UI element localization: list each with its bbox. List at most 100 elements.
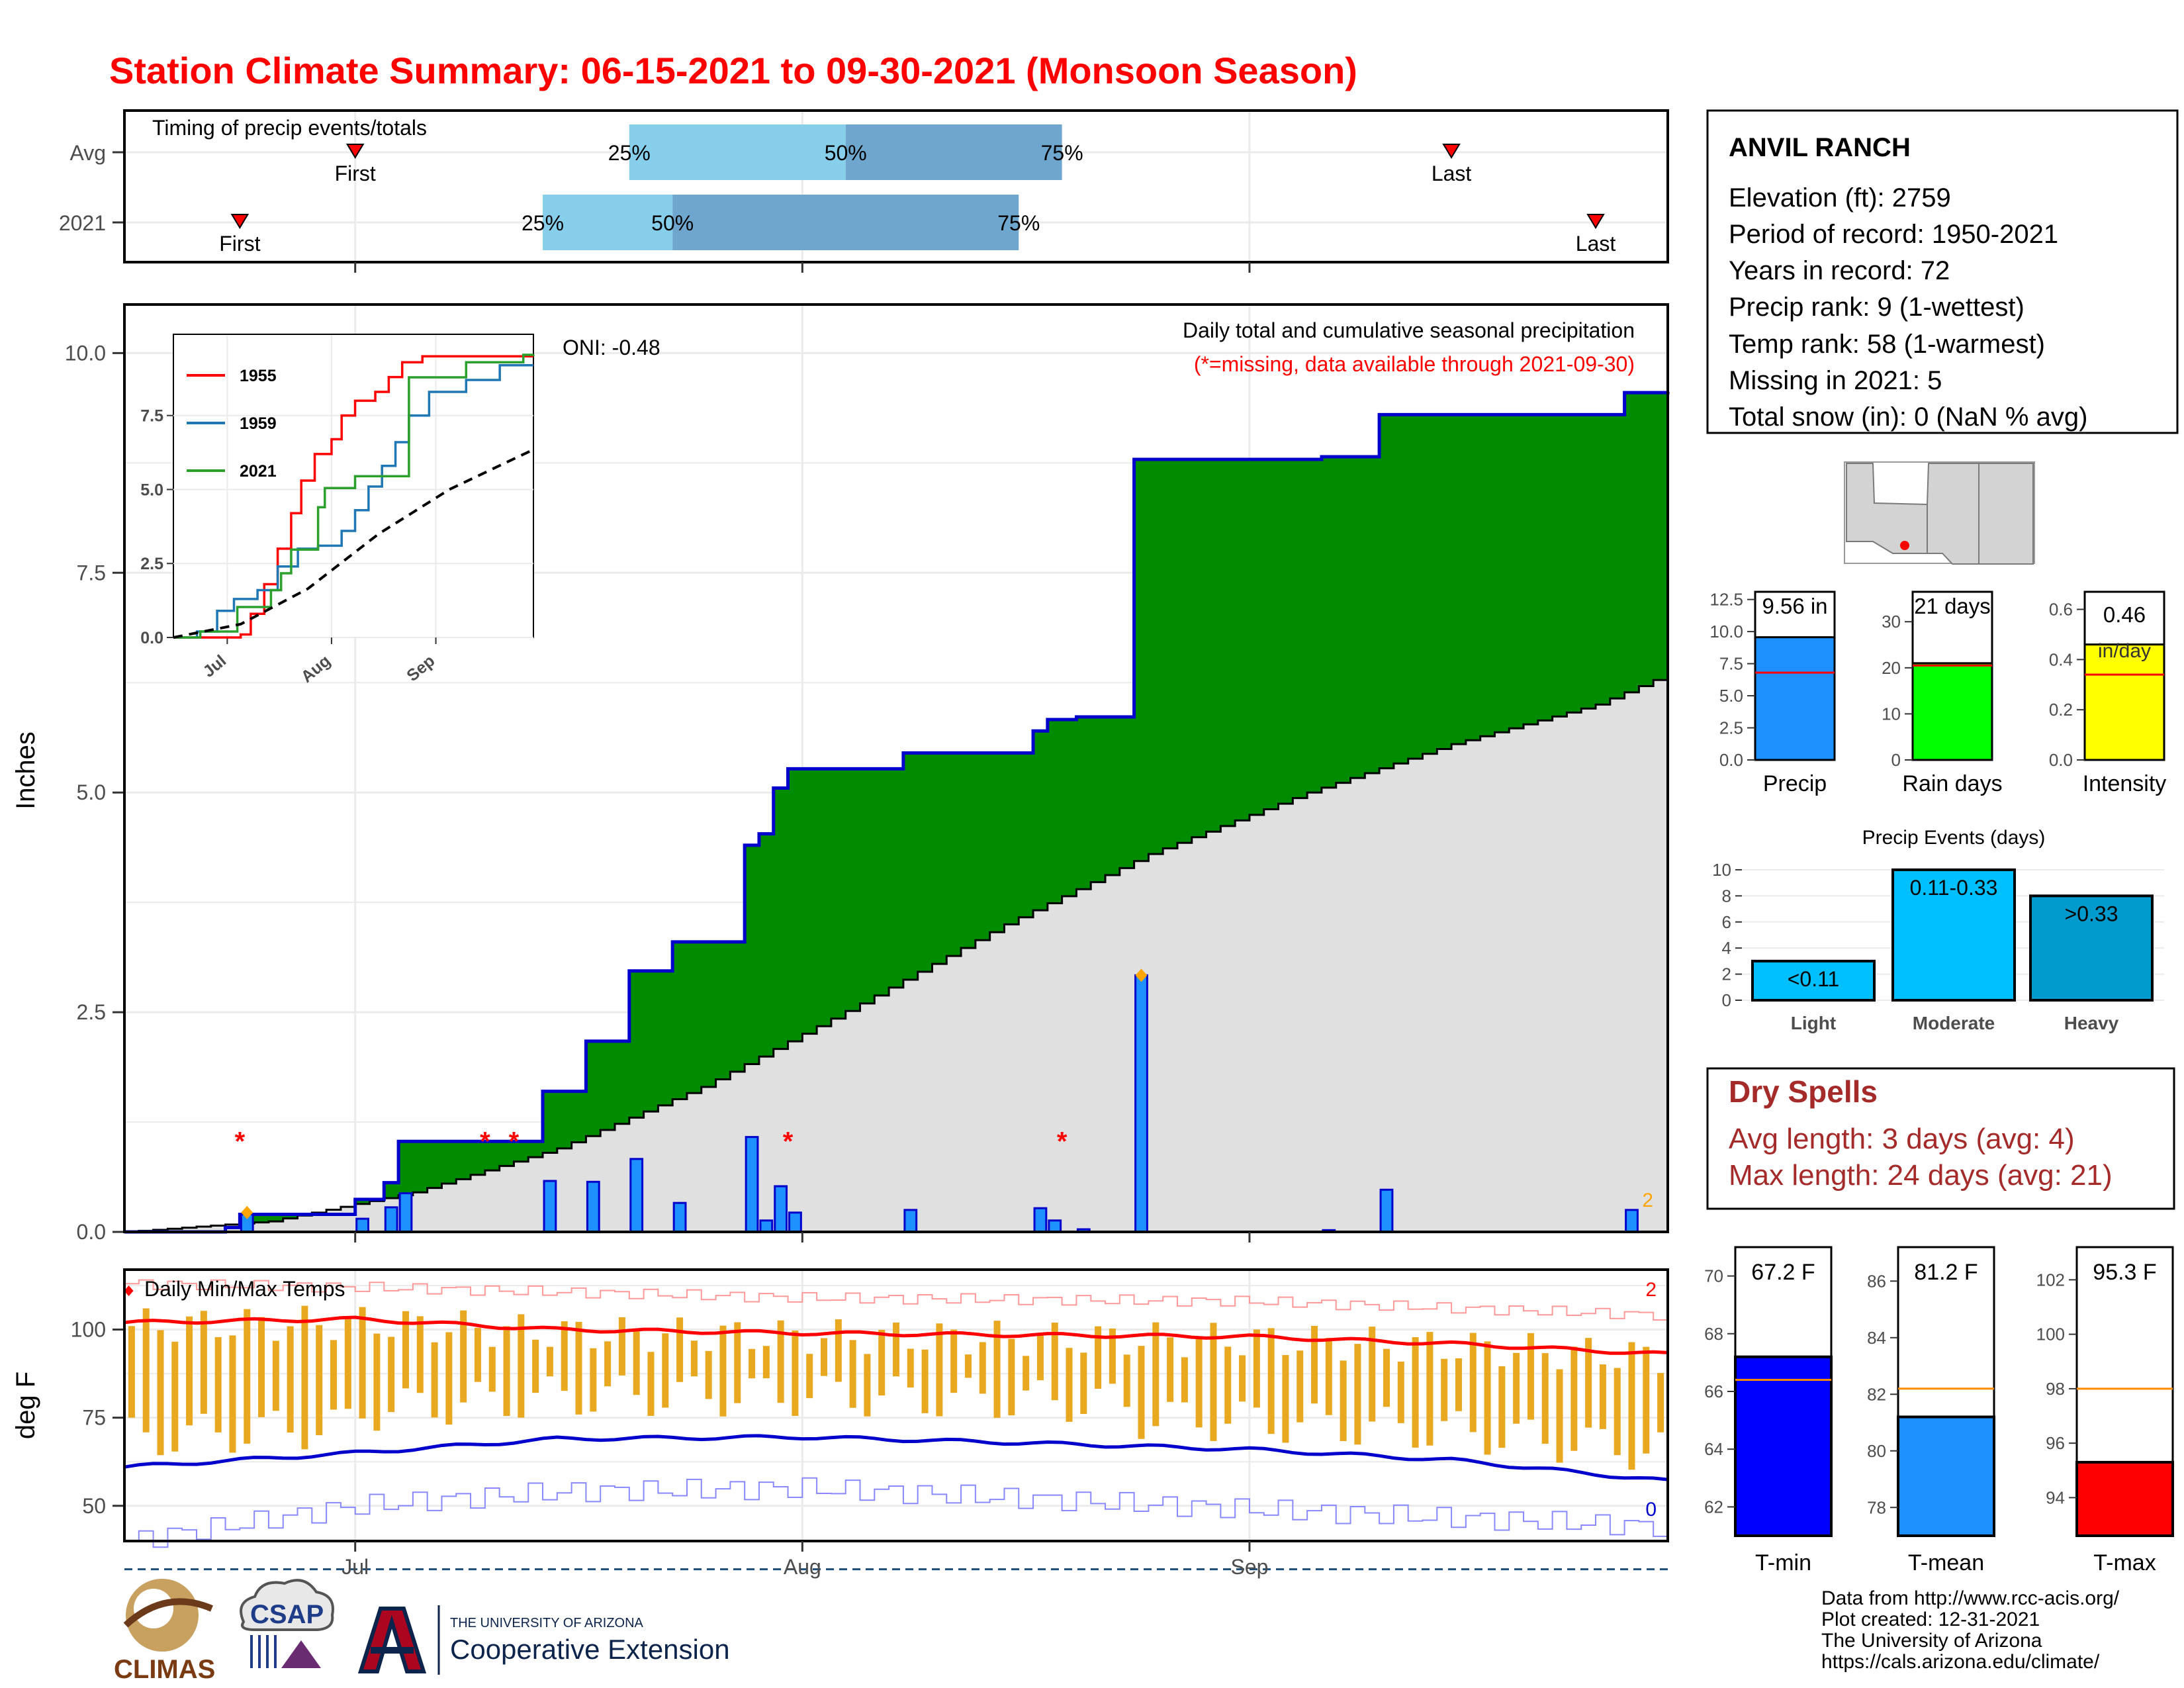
q50-label: 50% [651, 211, 694, 235]
tgauge-tick-label: 70 [1704, 1266, 1723, 1286]
first-event-marker [345, 144, 365, 159]
gauge-bar-rain_days [1911, 662, 1993, 761]
tgauge-tick-label: 86 [1867, 1271, 1886, 1291]
temp-plot-area [124, 1270, 1668, 1541]
x-tick-label: Sep [1230, 1555, 1268, 1579]
quartile-bar-25-50 [629, 124, 846, 180]
first-label: First [335, 162, 376, 185]
daily-precip-bar [745, 1136, 759, 1233]
climas-logo: CLIMAS [114, 1579, 215, 1684]
gauge-bar-intensity [2083, 643, 2165, 761]
events-range-label: <0.11 [1788, 967, 1840, 991]
missing-count: 2 [1642, 1190, 1653, 1211]
gauge-tick-label: 10 [1882, 704, 1901, 724]
tgauge-bar-tmin [1734, 1355, 1833, 1537]
credit-line: Data from http://www.rcc-acis.org/ [1821, 1587, 2120, 1609]
daily-precip-bar [398, 1192, 413, 1233]
dry-spells-box: Dry Spells Avg length: 3 days (avg: 4) M… [1706, 1067, 2175, 1210]
gauge-tick-label: 7.5 [1719, 654, 1743, 674]
max-day-marker [241, 1205, 253, 1219]
y-tick-label: 10.0 [65, 341, 106, 365]
daily-precip-bar [1379, 1188, 1394, 1233]
oni-value: ONI: -0.48 [563, 336, 660, 359]
daily-precip-bar [1048, 1219, 1062, 1233]
gauge-tick-label: 0 [1891, 750, 1901, 770]
missing-day-marker: * [480, 1127, 490, 1156]
q25-label: 25% [608, 141, 651, 165]
x-tick-label: Aug [784, 1555, 821, 1579]
station-info-box: ANVIL RANCH Elevation (ft): 2759 Period … [1706, 109, 2179, 434]
timing-border [123, 109, 1669, 263]
gauge-label: Precip [1763, 771, 1827, 796]
row-label: 2021 [59, 211, 106, 235]
tgauge-label: T-min [1755, 1550, 1811, 1575]
gauge-bar-precip [1754, 636, 1836, 761]
tgauge-tick-label: 84 [1867, 1328, 1886, 1348]
inset-series-line [173, 353, 535, 639]
tgauge-tick-label: 78 [1867, 1497, 1886, 1517]
max-day-marker [1135, 968, 1148, 982]
above-normal-area [124, 391, 1668, 1233]
record-marker [124, 1285, 134, 1296]
station-line: Elevation (ft): 2759 [1729, 183, 1951, 212]
record-low-line [124, 1477, 1668, 1548]
y-tick-label: 2.5 [77, 1000, 106, 1024]
tgauge-tick-label: 96 [2046, 1433, 2065, 1453]
tgauge-tick-label: 66 [1704, 1382, 1723, 1401]
events-category-label: Light [1791, 1013, 1836, 1033]
q75-label: 75% [997, 211, 1040, 235]
y-tick-label: 0.0 [77, 1220, 106, 1244]
q75-label: 75% [1041, 141, 1083, 165]
credit-line: https://cals.arizona.edu/climate/ [1821, 1651, 2100, 1673]
station-line: Missing in 2021: 5 [1729, 366, 1942, 395]
station-line: Temp rank: 58 (1-warmest) [1729, 330, 2045, 359]
temp-y-axis-label: deg F [11, 1372, 40, 1439]
tgauge-tick-label: 98 [2046, 1379, 2065, 1399]
gauge-tick-label: 0.0 [1719, 750, 1743, 770]
station-name: ANVIL RANCH [1729, 133, 1911, 162]
gauge-value-unit: in/day [2098, 640, 2151, 662]
quartile-bar-50-75 [845, 124, 1062, 180]
y-tick-label: 7.5 [77, 561, 106, 585]
legend-label: 1959 [240, 414, 277, 433]
below-record-count: 0 [1645, 1499, 1657, 1521]
precip-border [123, 303, 1669, 1233]
missing-annotation: (*=missing, data available through 2021-… [1194, 352, 1635, 376]
station-line: Precip rank: 9 (1-wettest) [1729, 293, 2025, 322]
events-tick-label: 10 [1712, 860, 1731, 880]
avg-low-line [124, 1434, 1668, 1481]
precip-annotation: Daily total and cumulative seasonal prec… [1183, 318, 1635, 342]
temp-y-tick: 100 [71, 1318, 106, 1342]
events-range-label: 0.11-0.33 [1910, 876, 1998, 900]
dry-spells-max: Max length: 24 days (avg: 21) [1729, 1159, 2113, 1192]
gauge-tick-label: 5.0 [1719, 686, 1743, 706]
temp-y-tick: 50 [82, 1494, 106, 1518]
gauge-tick-label: 0.0 [2049, 750, 2073, 770]
gauge-tick-label: 0.6 [2049, 600, 2073, 620]
tgauge-bar-tmean [1897, 1415, 1995, 1538]
inset-y-tick: 0.0 [140, 629, 163, 647]
daily-precip-bar [543, 1180, 557, 1233]
temp-y-tick: 75 [82, 1406, 106, 1430]
record-high-line [124, 1279, 1668, 1321]
tgauge-tick-label: 64 [1704, 1439, 1723, 1459]
last-label: Last [1432, 162, 1472, 185]
events-range-label: >0.33 [2065, 902, 2118, 925]
daily-precip-bar [1625, 1209, 1639, 1233]
tgauge-tick-label: 82 [1867, 1384, 1886, 1404]
daily-precip-bar [672, 1201, 687, 1233]
first-label: First [219, 232, 260, 256]
events-tick-label: 2 [1722, 964, 1731, 984]
gauge-label: Intensity [2083, 771, 2167, 796]
page-title: Station Climate Summary: 06-15-2021 to 0… [109, 50, 1357, 91]
q50-label: 50% [825, 141, 867, 165]
tgauge-label: T-max [2093, 1550, 2156, 1575]
tgauge-tick-label: 62 [1704, 1497, 1723, 1517]
precip-events-chart: Precip Events (days) 0 2 4 6 8 10 <0.11 Light 0.1… [1712, 827, 2164, 1033]
daily-precip-bar [1134, 974, 1148, 1233]
ua-university-name: THE UNIVERSITY OF ARIZONA [450, 1616, 644, 1630]
last-event-marker [1586, 214, 1605, 229]
ua-cooperative-extension: Cooperative Extension [450, 1634, 730, 1665]
gauge-tick-label: 20 [1882, 658, 1901, 678]
